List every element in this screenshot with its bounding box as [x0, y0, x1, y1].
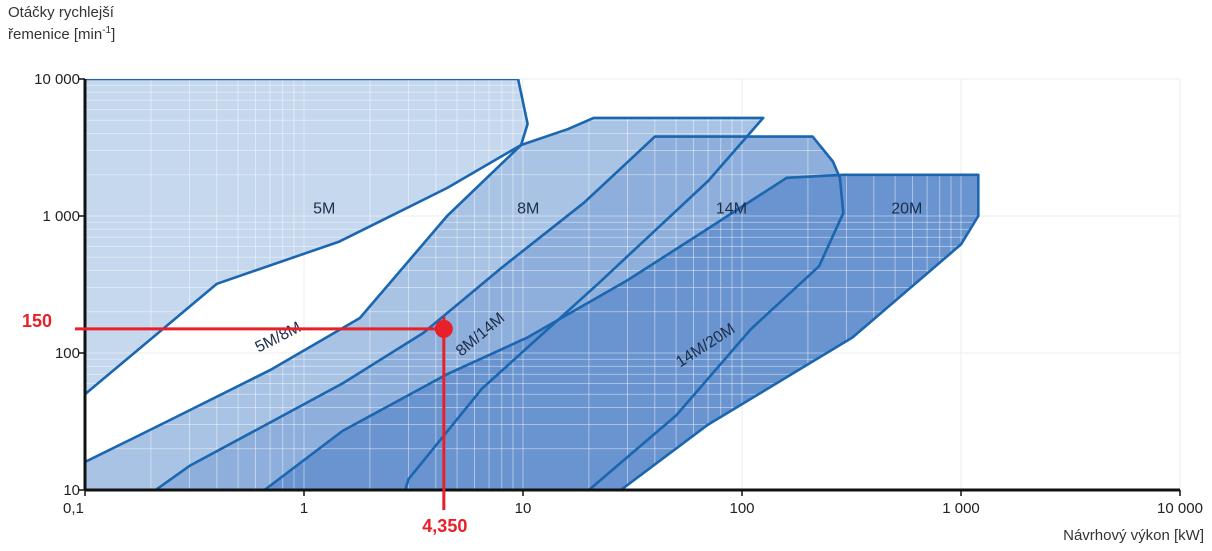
- x-tick-label: 10: [515, 500, 532, 517]
- y-axis-label-line1: Otáčky rychlejší: [8, 4, 114, 21]
- y-tick-label: 100: [55, 345, 80, 362]
- y-tick-label: 10 000: [34, 71, 80, 88]
- region-label-20m: 20M: [891, 201, 922, 218]
- x-tick-label: 1 000: [942, 500, 980, 517]
- y-axis-label-sup: -1: [102, 25, 112, 36]
- operating-point-annotation: 150 4,350: [22, 311, 467, 536]
- region-5m: [85, 79, 528, 490]
- y-axis-label-close: ]: [111, 26, 116, 43]
- annotation-point: [434, 319, 453, 338]
- region-outline-20m: [263, 173, 980, 490]
- region-label-5m: 5M: [313, 201, 335, 218]
- y-tick-label: 1 000: [42, 208, 80, 225]
- y-axis-label: Otáčky rychlejší řemenice [min-1]: [8, 4, 115, 44]
- annotation-x-label: 4,350: [422, 516, 467, 536]
- annotation-y-label: 150: [22, 311, 52, 331]
- region-outline-14m: [154, 135, 845, 490]
- y-tick-label: 10: [63, 482, 80, 499]
- x-tick-label: 100: [729, 500, 754, 517]
- region-outline-8m: [85, 116, 765, 490]
- region-label-14m: 14M: [716, 201, 747, 218]
- y-axis-label-line2: řemenice [min: [8, 26, 103, 43]
- region-outline-5m: [85, 79, 529, 490]
- x-tick-label: 10 000: [1157, 500, 1203, 517]
- axes: 0,1 1 10 100 1 000 10 000 10 100 1 000 10 000: [34, 71, 1203, 517]
- region-label-8m: 8M: [517, 201, 539, 218]
- x-tick-label: 0,1: [63, 500, 84, 517]
- x-tick-label: 1: [300, 500, 308, 517]
- x-axis-label: Návrhový výkon [kW]: [1063, 527, 1204, 544]
